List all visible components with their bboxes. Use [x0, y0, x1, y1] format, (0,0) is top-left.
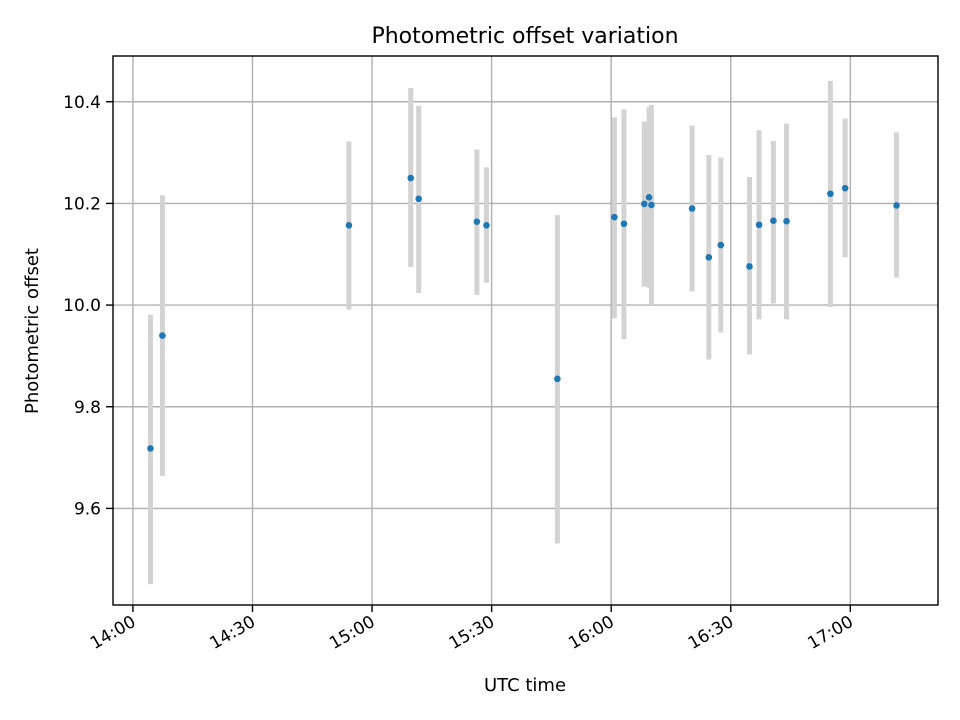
y-tick-label-1: 9.8 — [74, 398, 101, 418]
data-point-10 — [640, 200, 648, 208]
data-point-22 — [893, 202, 900, 209]
data-point-7 — [554, 375, 561, 383]
data-point-11 — [645, 194, 653, 201]
data-point-19 — [783, 217, 790, 225]
data-point-14 — [705, 253, 713, 261]
data-point-0 — [147, 445, 154, 452]
data-point-18 — [770, 217, 777, 224]
plot-frame — [112, 55, 939, 606]
chart-title: Photometric offset variation — [371, 24, 678, 49]
data-point-4 — [415, 195, 422, 203]
y-axis-ticks: 9.6 9.8 10.0 10.2 10.4 — [63, 93, 113, 519]
x-axis-label: UTC time — [484, 675, 566, 696]
y-tick-label-0: 9.6 — [74, 499, 101, 519]
data-point-1 — [159, 332, 166, 339]
data-point-8 — [611, 213, 618, 221]
data-point-17 — [755, 221, 763, 229]
data-point-16 — [746, 263, 753, 270]
data-point-3 — [407, 174, 415, 182]
data-point-9 — [620, 220, 628, 228]
y-tick-label-2: 10.0 — [63, 296, 101, 316]
data-points — [147, 174, 900, 452]
y-gridlines — [113, 101, 938, 510]
y-tick-label-3: 10.2 — [63, 194, 101, 214]
data-point-15 — [717, 241, 725, 249]
y-axis-label: Photometric offset — [22, 248, 43, 414]
data-point-5 — [473, 218, 481, 226]
data-point-2 — [345, 221, 353, 229]
data-point-20 — [827, 190, 834, 198]
data-point-13 — [688, 205, 696, 212]
x-gridlines — [132, 56, 852, 605]
data-point-6 — [483, 221, 490, 229]
data-point-12 — [648, 201, 655, 209]
data-point-21 — [841, 184, 849, 192]
y-tick-label-4: 10.4 — [63, 93, 101, 113]
